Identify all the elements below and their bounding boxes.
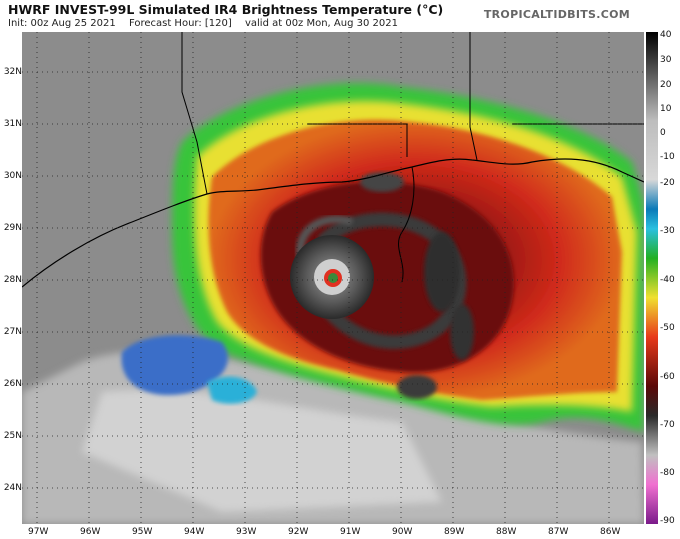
colorbar-label: -60: [660, 372, 675, 382]
blue-cloud-cluster-west: [121, 335, 228, 396]
lat-label: 26N: [3, 379, 22, 389]
map-title: HWRF INVEST-99L Simulated IR4 Brightness…: [8, 2, 444, 17]
convective-cell-south: [397, 375, 437, 399]
colorbar-label: 40: [660, 30, 672, 40]
forecast-hour: Forecast Hour: [120]: [128, 18, 232, 29]
colorbar-label: -30: [660, 226, 675, 236]
lat-label: 30N: [3, 171, 22, 181]
colorbar-label: -40: [660, 275, 675, 285]
colorbar-label: 30: [660, 55, 672, 65]
convective-cell-north: [360, 172, 404, 192]
map-subtitle: Init: 00z Aug 25 2021 Forecast Hour: [12…: [8, 18, 408, 29]
colorbar-label: 20: [660, 80, 672, 90]
colorbar-label: -90: [660, 516, 675, 526]
mississippi-delta: [397, 166, 415, 283]
colorbar-label: -50: [660, 323, 675, 333]
texas-louisiana-border: [181, 32, 208, 195]
cirrus-shield: [82, 389, 442, 512]
lat-label: 28N: [3, 275, 22, 285]
cyan-cloud-cluster: [207, 376, 257, 404]
lat-label: 32N: [3, 67, 22, 77]
lon-label: 87W: [548, 527, 569, 537]
colorbar-label: 0: [660, 128, 666, 138]
lat-label: 29N: [3, 223, 22, 233]
eye-center: [328, 273, 338, 283]
lon-label: 93W: [236, 527, 257, 537]
lon-label: 91W: [340, 527, 361, 537]
spiral-band-inner: [316, 212, 467, 350]
lat-label: 27N: [3, 327, 22, 337]
graticule: [22, 32, 644, 524]
colorbar-label: -10: [660, 152, 675, 162]
map-graphic: [22, 32, 644, 524]
colorbar-label: 10: [660, 104, 672, 114]
lon-label: 95W: [132, 527, 153, 537]
lon-label: 96W: [80, 527, 101, 537]
colorbar-label: -80: [660, 468, 675, 478]
lon-label: 90W: [392, 527, 413, 537]
temperature-colorbar: [646, 32, 658, 524]
lon-label: 88W: [496, 527, 517, 537]
lon-label: 97W: [28, 527, 49, 537]
lon-label: 94W: [184, 527, 205, 537]
lon-label: 89W: [444, 527, 465, 537]
colorbar-label: -20: [660, 178, 675, 188]
lat-label: 24N: [3, 483, 22, 493]
lat-label: 25N: [3, 431, 22, 441]
site-brand: TROPICALTIDBITS.COM: [483, 8, 630, 21]
lat-label: 31N: [3, 119, 22, 129]
init-time: Init: 00z Aug 25 2021: [8, 18, 116, 29]
convective-cell-east: [424, 232, 460, 312]
mississippi-alabama-border: [469, 32, 478, 161]
colorbar-label: -70: [660, 420, 675, 430]
lon-label: 86W: [600, 527, 621, 537]
satellite-map: [22, 32, 644, 524]
valid-time: valid at 00z Mon, Aug 30 2021: [244, 18, 398, 29]
lon-label: 92W: [288, 527, 309, 537]
gulf-coastline: [22, 158, 644, 288]
